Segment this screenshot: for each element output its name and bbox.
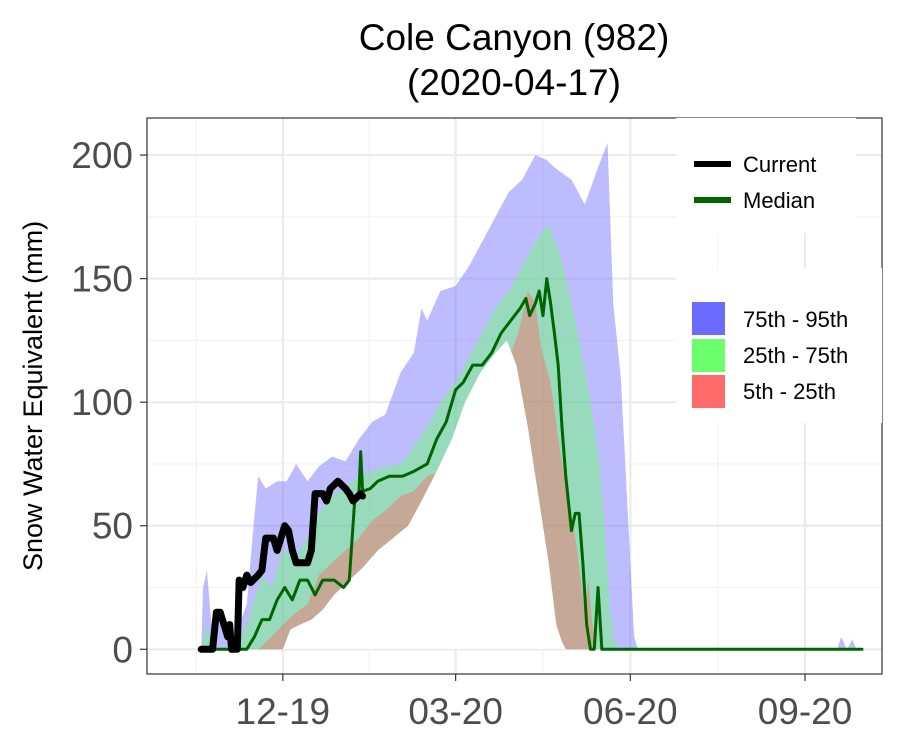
- legend: Current Median 75th - 95th 25th - 75th 5…: [676, 118, 882, 423]
- y-axis: 0 50 100 150 200: [71, 135, 147, 670]
- legend-lines-background: [676, 118, 856, 233]
- y-tick-label: 0: [112, 629, 133, 670]
- y-tick-label: 100: [71, 382, 133, 423]
- band-below-p05: [201, 340, 566, 650]
- legend-p05-p25-label: 5th - 25th: [743, 379, 836, 404]
- series-lines: [197, 277, 864, 653]
- x-tick-label: 03-20: [408, 691, 503, 732]
- legend-p75-p95-swatch: [692, 302, 725, 335]
- legend-p75-p95-label: 75th - 95th: [743, 307, 848, 332]
- legend-p25-p75-label: 25th - 75th: [743, 343, 848, 368]
- current-line: [197, 477, 367, 653]
- percentile-bands: [201, 142, 857, 650]
- legend-current-label: Current: [743, 152, 816, 177]
- x-tick-label: 12-19: [236, 691, 331, 732]
- y-tick-label: 50: [92, 506, 133, 547]
- chart-title-line-1: Cole Canyon (982): [359, 17, 670, 58]
- legend-median-label: Median: [743, 188, 815, 213]
- y-tick-label: 200: [71, 135, 133, 176]
- legend-p05-p25-swatch: [692, 375, 725, 408]
- y-tick-label: 150: [71, 259, 133, 300]
- x-tick-label: 09-20: [758, 691, 853, 732]
- band-p75-p95: [201, 142, 857, 650]
- median-line: [199, 277, 864, 651]
- x-axis: 12-19 03-20 06-20 09-20: [236, 674, 853, 732]
- chart-title-line-2: (2020-04-17): [407, 62, 621, 103]
- x-tick-label: 06-20: [583, 691, 678, 732]
- y-axis-label: Snow Water Equivalent (mm): [18, 221, 48, 571]
- legend-p25-p75-swatch: [692, 339, 725, 372]
